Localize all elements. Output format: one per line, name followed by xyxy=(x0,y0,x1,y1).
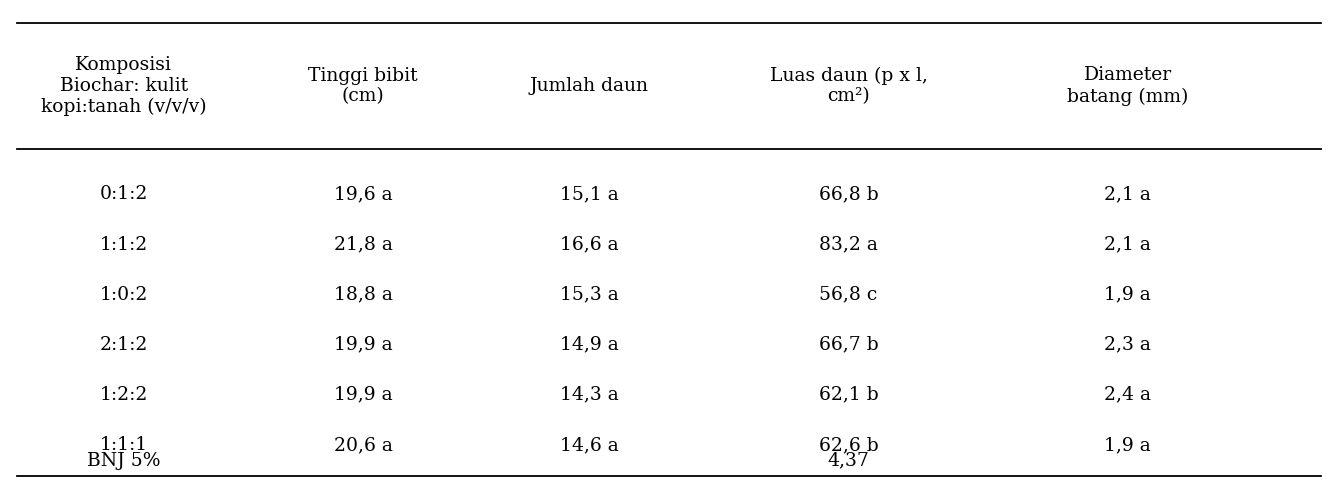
Text: 14,6 a: 14,6 a xyxy=(559,436,618,454)
Text: 19,9 a: 19,9 a xyxy=(334,336,392,354)
Text: 56,8 c: 56,8 c xyxy=(819,286,878,304)
Text: 1,9 a: 1,9 a xyxy=(1104,286,1151,304)
Text: 1:1:2: 1:1:2 xyxy=(100,236,149,253)
Text: 1:0:2: 1:0:2 xyxy=(99,286,149,304)
Text: 1:2:2: 1:2:2 xyxy=(99,386,149,404)
Text: 19,9 a: 19,9 a xyxy=(334,386,392,404)
Text: 18,8 a: 18,8 a xyxy=(333,286,392,304)
Text: 2:1:2: 2:1:2 xyxy=(99,336,149,354)
Text: 16,6 a: 16,6 a xyxy=(559,236,618,253)
Text: 2,4 a: 2,4 a xyxy=(1104,386,1151,404)
Text: Tinggi bibit
(cm): Tinggi bibit (cm) xyxy=(308,67,417,105)
Text: 62,1 b: 62,1 b xyxy=(819,386,878,404)
Text: 15,1 a: 15,1 a xyxy=(559,185,618,203)
Text: 2,3 a: 2,3 a xyxy=(1104,336,1151,354)
Text: 4,37: 4,37 xyxy=(828,452,870,470)
Text: 0:1:2: 0:1:2 xyxy=(99,185,149,203)
Text: 2,1 a: 2,1 a xyxy=(1104,236,1151,253)
Text: 2,1 a: 2,1 a xyxy=(1104,185,1151,203)
Text: Komposisi
Biochar: kulit
kopi:tanah (v/v/v): Komposisi Biochar: kulit kopi:tanah (v/v… xyxy=(41,56,206,116)
Text: 62,6 b: 62,6 b xyxy=(819,436,878,454)
Text: 19,6 a: 19,6 a xyxy=(334,185,392,203)
Text: Luas daun (p x l,
cm²): Luas daun (p x l, cm²) xyxy=(769,67,927,105)
Text: BNJ 5%: BNJ 5% xyxy=(87,452,161,470)
Text: 83,2 a: 83,2 a xyxy=(819,236,878,253)
Text: Jumlah daun: Jumlah daun xyxy=(530,77,649,95)
Text: 66,8 b: 66,8 b xyxy=(819,185,878,203)
Text: 66,7 b: 66,7 b xyxy=(819,336,878,354)
Text: 1:1:1: 1:1:1 xyxy=(100,436,149,454)
Text: 15,3 a: 15,3 a xyxy=(559,286,618,304)
Text: 21,8 a: 21,8 a xyxy=(333,236,392,253)
Text: 14,9 a: 14,9 a xyxy=(559,336,618,354)
Text: 1,9 a: 1,9 a xyxy=(1104,436,1151,454)
Text: 14,3 a: 14,3 a xyxy=(559,386,618,404)
Text: 20,6 a: 20,6 a xyxy=(333,436,392,454)
Text: Diameter
batang (mm): Diameter batang (mm) xyxy=(1066,67,1188,106)
